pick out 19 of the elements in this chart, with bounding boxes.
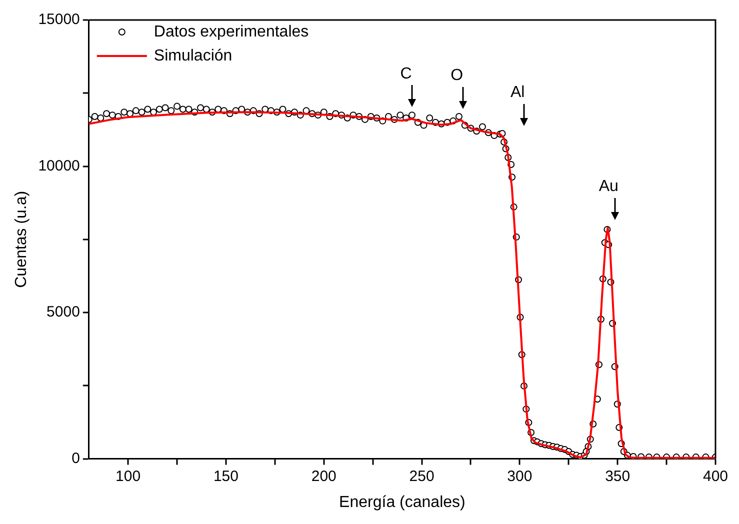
x-tick-label: 150: [213, 468, 238, 485]
y-tick-label: 0: [72, 450, 80, 467]
legend-label: Simulación: [154, 47, 232, 64]
annotation: O: [450, 66, 464, 84]
y-tick-label: 10000: [38, 157, 80, 174]
y-tick-label: 15000: [38, 11, 80, 28]
x-tick-label: 350: [605, 468, 630, 485]
annotation: C: [400, 65, 412, 82]
annotation: Al: [510, 84, 525, 101]
x-axis-title: Energía (canales): [339, 494, 466, 511]
y-axis-title: Cuentas (u.a): [13, 190, 30, 288]
annotation: Au: [598, 178, 618, 196]
legend-label: Datos experimentales: [154, 23, 309, 40]
y-tick-label: 5000: [46, 304, 80, 321]
x-tick-label: 200: [311, 468, 336, 485]
x-tick-label: 400: [702, 468, 728, 485]
x-tick-label: 250: [409, 468, 434, 485]
x-tick-label: 100: [116, 468, 141, 485]
x-tick-label: 300: [507, 468, 532, 485]
